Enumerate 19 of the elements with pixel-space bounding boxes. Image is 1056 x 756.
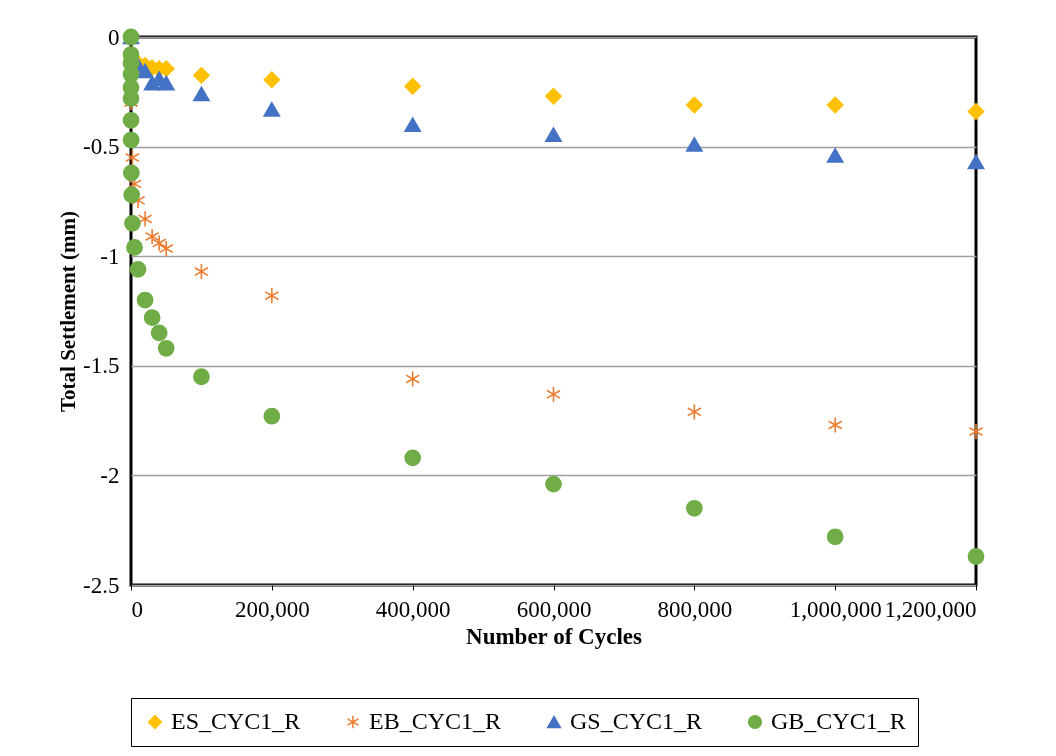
x-tick-label: 1,200,000 [884,596,977,622]
y-tick-label: -1.5 [83,353,120,379]
y-tick-label: -1 [100,243,120,269]
y-tick-label: -2.5 [83,572,120,598]
x-tick-label: 1,000,000 [789,596,882,622]
y-tick-label: -2 [100,462,120,488]
x-tick-label: 0 [131,596,143,622]
x-tick-label: 600,000 [516,596,592,622]
legend-label: GB_CYC1_R [771,708,906,734]
x-axis-title: Number of Cycles [466,623,642,649]
legend-label: EB_CYC1_R [369,708,502,734]
x-tick-label: 200,000 [234,596,310,622]
legend-label: GS_CYC1_R [570,708,703,734]
y-tick-label: 0 [108,24,120,50]
y-tick-label: -0.5 [83,134,120,160]
x-tick-label: 800,000 [657,596,733,622]
y-axis-title: Total Settlement (mm) [56,210,81,413]
legend-label: ES_CYC1_R [171,708,301,734]
x-tick-label: 400,000 [375,596,451,622]
